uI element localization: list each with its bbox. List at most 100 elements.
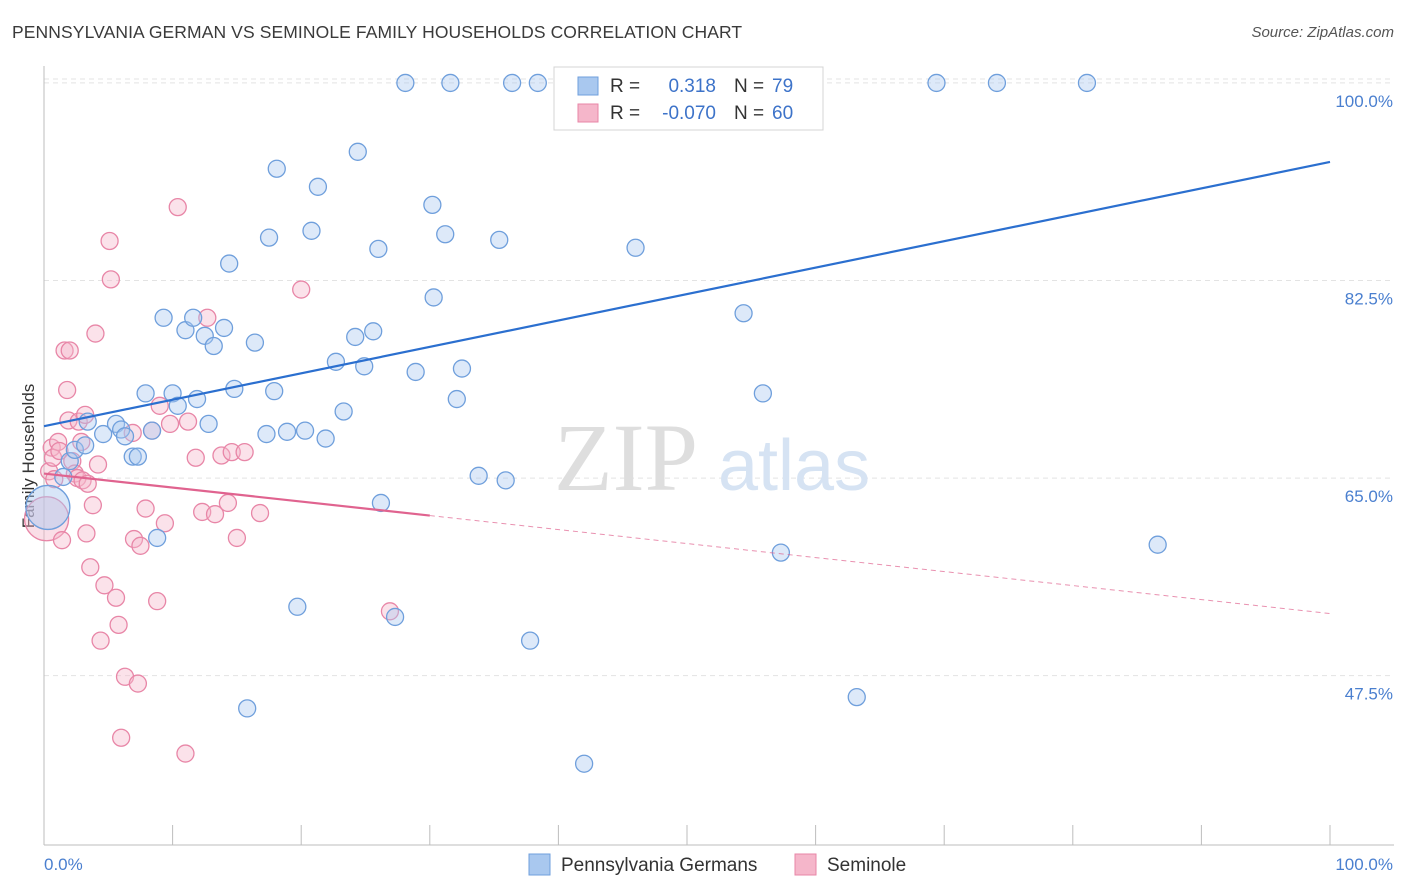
blue-point-28 <box>245 333 265 352</box>
blue-point-38 <box>316 429 335 448</box>
chart-title: PENNSYLVANIA GERMAN VS SEMINOLE FAMILY H… <box>12 22 743 42</box>
blue-point-50 <box>423 195 442 215</box>
stats-r-label-2: R = <box>610 103 640 124</box>
blue-point-67 <box>626 238 645 257</box>
pink-point-44 <box>176 744 195 763</box>
blue-point-64 <box>574 754 594 773</box>
blue-point-73 <box>753 384 773 403</box>
x-tick-labels: 0.0% 100.0% <box>44 855 1393 874</box>
blue-point-40 <box>334 402 353 421</box>
trend-line-extension-seminole <box>429 515 1331 615</box>
stats-r-label-1: R = <box>610 76 640 97</box>
blue-point-49 <box>406 362 425 382</box>
pink-point-43 <box>168 197 187 217</box>
blue-point-22 <box>199 414 218 434</box>
blue-point-2 <box>60 451 79 471</box>
pink-point-7 <box>52 531 72 550</box>
pink-point-41 <box>155 514 175 533</box>
blue-point-57 <box>490 230 509 250</box>
blue-point-79 <box>1148 535 1167 554</box>
blue-point-46 <box>371 493 391 513</box>
pink-point-46 <box>186 448 205 467</box>
blue-point-4 <box>76 436 95 455</box>
blue-point-61 <box>528 73 547 93</box>
blue-point-54 <box>447 389 466 409</box>
stats-swatch-blue <box>577 76 599 96</box>
pink-point-50 <box>212 446 231 465</box>
pink-point-55 <box>250 503 270 523</box>
pink-point-23 <box>86 324 105 343</box>
pink-point-29 <box>106 588 126 607</box>
pink-point-19 <box>77 524 96 543</box>
blue-point-42 <box>348 142 367 161</box>
watermark-zip: ZIP <box>554 404 698 511</box>
blue-point-12 <box>136 384 155 403</box>
stats-box: R = 0.318 N = 79 R = -0.070 N = 60 <box>553 66 824 131</box>
blue-point-56 <box>469 466 488 485</box>
stats-swatch-pink <box>577 103 599 123</box>
blue-point-37 <box>308 177 328 196</box>
pink-point-40 <box>150 396 169 415</box>
source-label: Source: ZipAtlas.com <box>1251 24 1394 41</box>
pink-point-28 <box>101 270 121 289</box>
trend-line-pennsylvania-germans <box>43 160 1331 428</box>
pink-point-9 <box>57 380 77 400</box>
pink-point-48 <box>198 308 217 327</box>
blue-point-32 <box>267 159 286 178</box>
pink-point-36 <box>131 536 150 555</box>
blue-point-30 <box>259 228 279 247</box>
pink-point-22 <box>83 496 103 515</box>
blue-point-53 <box>441 73 460 93</box>
pink-point-31 <box>112 728 131 747</box>
stats-n-label-2: N = <box>734 103 764 124</box>
y-tick-label-2: 82.5% <box>1345 290 1393 309</box>
pink-point-51 <box>218 493 238 513</box>
blue-point-13 <box>142 421 162 440</box>
legend-label-pennsylvania-germans: Pennsylvania Germans <box>561 855 757 876</box>
series-seminole-points <box>23 197 400 763</box>
blue-point-31 <box>265 381 284 401</box>
blue-point-77 <box>987 73 1007 93</box>
blue-point-74 <box>771 543 791 562</box>
blue-point-25 <box>220 254 239 273</box>
y-tick-label-3: 100.0% <box>1335 92 1393 111</box>
pink-point-57 <box>380 602 400 621</box>
y-tick-labels: 47.5% 65.0% 82.5% 100.0% <box>1335 92 1393 704</box>
blue-point-11 <box>128 447 148 466</box>
legend-swatch-seminole <box>794 853 817 876</box>
blue-point-72 <box>734 304 753 323</box>
pink-point-34 <box>124 529 144 549</box>
trend-lines <box>43 160 1331 615</box>
pink-point-25 <box>91 631 110 650</box>
pink-point-17 <box>73 471 92 490</box>
watermark: ZIP atlas <box>554 404 870 511</box>
blue-point-23 <box>204 336 223 356</box>
watermark-atlas: atlas <box>718 426 870 506</box>
blue-point-55 <box>452 359 472 378</box>
blue-point-52 <box>436 225 455 244</box>
blue-point-44 <box>364 322 383 341</box>
blue-point-59 <box>502 73 522 93</box>
blue-point-24 <box>214 318 234 338</box>
pink-point-56 <box>292 280 311 299</box>
blue-point-15 <box>154 308 173 327</box>
stats-box-frame <box>553 66 824 131</box>
pink-point-26 <box>95 576 114 595</box>
legend: Pennsylvania Germans Seminole <box>528 853 906 876</box>
y-tick-label-0: 47.5% <box>1345 685 1393 704</box>
blue-point-51 <box>424 288 443 307</box>
blue-point-17 <box>168 396 187 415</box>
blue-point-29 <box>257 424 276 444</box>
blue-point-33 <box>277 422 297 441</box>
blue-point-35 <box>295 421 315 440</box>
x-tick-label-0: 0.0% <box>44 855 83 874</box>
blue-point-47 <box>385 607 405 627</box>
blue-point-7 <box>106 414 126 434</box>
pink-point-24 <box>88 455 108 474</box>
x-tick-label-1: 100.0% <box>1335 855 1393 874</box>
pink-point-21 <box>81 558 100 577</box>
pink-point-42 <box>160 414 180 434</box>
pink-point-49 <box>205 505 225 524</box>
legend-label-seminole: Seminole <box>827 855 906 876</box>
blue-point-21 <box>195 326 214 345</box>
